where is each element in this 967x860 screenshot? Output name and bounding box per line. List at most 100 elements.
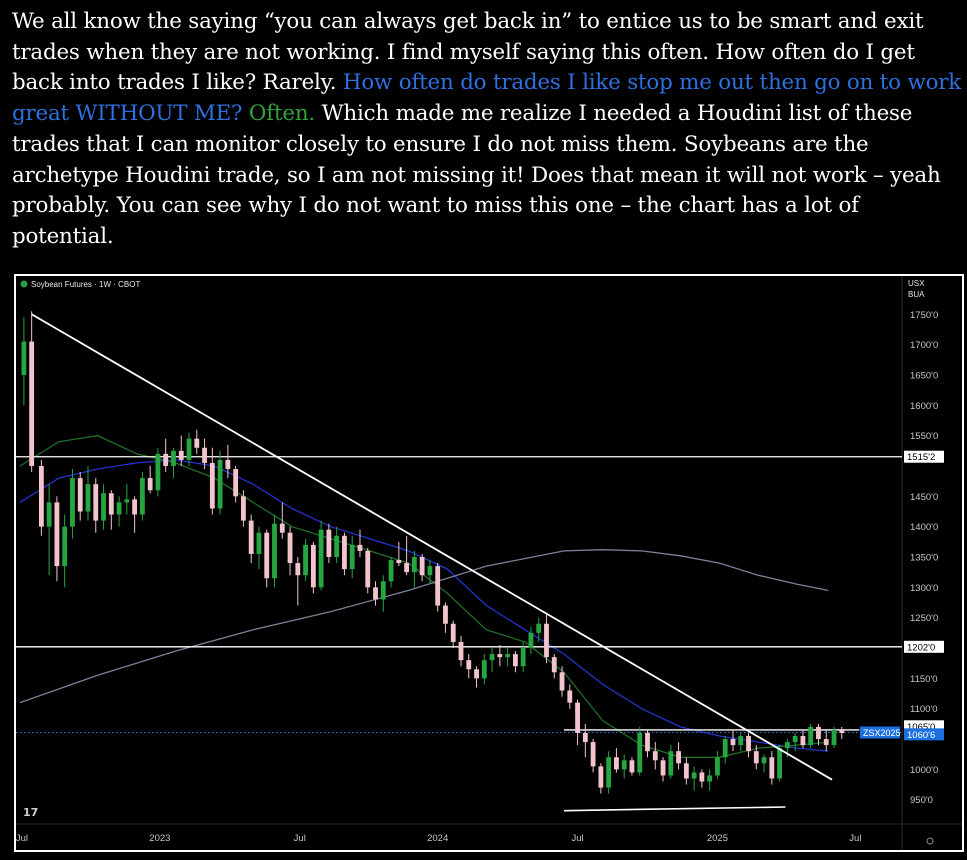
x-tick-label: Jul [294, 833, 306, 844]
candle-body [163, 453, 169, 466]
y-tick-label: 1600'0 [910, 401, 938, 412]
downtrend-line [31, 313, 833, 781]
candle-body [241, 496, 246, 521]
candle-body [303, 544, 308, 576]
candle-body [683, 763, 689, 779]
y-tick-label: 1650'0 [910, 370, 938, 381]
candle-body [171, 450, 176, 466]
candle-body [722, 739, 728, 758]
price-tag-current-box [904, 728, 944, 741]
symbol-tag-text: ZSX2025 [863, 728, 901, 738]
soybean-chart[interactable]: Soybean Futures · 1W · CBOT USX BUA 1750'0 1… [16, 276, 962, 850]
candle-body [326, 529, 332, 557]
symbol-tag-box [860, 726, 900, 739]
candle-body [264, 532, 270, 579]
candle-body [295, 563, 301, 576]
candle-body [831, 729, 837, 746]
candle-body [365, 550, 371, 588]
candle-body [85, 484, 91, 512]
y-tick-label: 1250'0 [910, 613, 938, 624]
candle-body [29, 341, 35, 466]
symbol-logo-icon [20, 280, 28, 288]
candle-body [217, 459, 223, 509]
candle-body [427, 566, 433, 576]
chart-frame: Soybean Futures · 1W · CBOT USX BUA 1750'0 1… [14, 274, 964, 852]
candle-body [699, 772, 705, 782]
candle-body [62, 526, 68, 567]
y-tick-label: 950'0 [910, 795, 933, 806]
candle-body [70, 478, 75, 527]
candle-body [202, 447, 207, 463]
y-tick-label: 1400'0 [910, 522, 938, 533]
candle-body [761, 757, 767, 764]
candle-body [443, 605, 448, 624]
settings-icon [926, 837, 934, 845]
candle-body [621, 760, 627, 770]
candle-body [784, 742, 790, 749]
y-tick-label: 1700'0 [910, 340, 938, 351]
candle-body [380, 581, 386, 600]
chart-header-title: Soybean Futures · 1W · CBOT [31, 280, 140, 289]
candle-body [101, 493, 106, 521]
candle-body [108, 493, 114, 515]
candle-body [178, 450, 184, 460]
candle-body [474, 669, 479, 679]
y-tick-label: 1750'0 [910, 310, 938, 321]
candle-body [676, 751, 681, 764]
candle-body [318, 529, 324, 588]
symbol-tag: ZSX2025 [860, 726, 901, 739]
candle-body [256, 532, 262, 554]
candle-body [637, 732, 643, 773]
candle-body [707, 775, 713, 782]
chart-background [16, 276, 962, 850]
x-tick-label: Jul [571, 833, 583, 844]
currency-label: USX [908, 279, 925, 288]
candle-body [310, 544, 316, 588]
candle-body [769, 757, 775, 779]
candle-body [652, 751, 658, 761]
candle-body [582, 732, 588, 743]
intro-text-highlight-blue: How often do trades I like stop me out t… [12, 70, 962, 127]
support-line [563, 806, 786, 812]
candle-body [411, 557, 417, 573]
x-tick-label: Jul [849, 833, 861, 844]
price-tag-1202: 1202'0 [904, 640, 944, 653]
moving-average-line [19, 549, 829, 704]
price-tag-current: 1060'6 [904, 728, 944, 741]
candle-body [481, 660, 487, 679]
candle-body [715, 757, 720, 776]
candle-body [777, 748, 783, 779]
candle-body [38, 465, 44, 527]
candle-body [450, 623, 456, 642]
price-tag-1515-box [904, 450, 944, 463]
candle-body [155, 453, 161, 491]
y-tick-label: 1000'0 [910, 765, 938, 776]
candle-body [567, 690, 573, 703]
candle-body [388, 560, 394, 582]
intro-paragraph: We all know the saying “you can always g… [12, 7, 962, 253]
candle-body [645, 732, 650, 752]
candle-body [536, 623, 542, 633]
candle-body [559, 672, 565, 691]
candle-body [21, 341, 27, 375]
candle-body [730, 739, 736, 746]
price-tag-1065-text: 1065'0 [907, 722, 935, 733]
candle-body [139, 478, 145, 515]
candle-body [489, 654, 495, 661]
price-tag-1202-text: 1202'0 [907, 642, 935, 653]
candle-body [575, 702, 580, 733]
candle-body [629, 760, 635, 773]
candle-body [823, 739, 829, 746]
candle-body [660, 760, 666, 776]
candle-body [396, 560, 402, 564]
candle-body [334, 535, 340, 557]
candle-body [287, 532, 293, 564]
candle-body [373, 587, 378, 600]
candle-body [46, 502, 52, 527]
candle-body [147, 478, 153, 491]
intro-text-3 [242, 101, 249, 126]
candle-body [466, 660, 472, 670]
candle-body [598, 766, 604, 788]
y-tick-label: 1100'0 [910, 704, 938, 715]
y-tick-label: 1450'0 [910, 492, 938, 503]
